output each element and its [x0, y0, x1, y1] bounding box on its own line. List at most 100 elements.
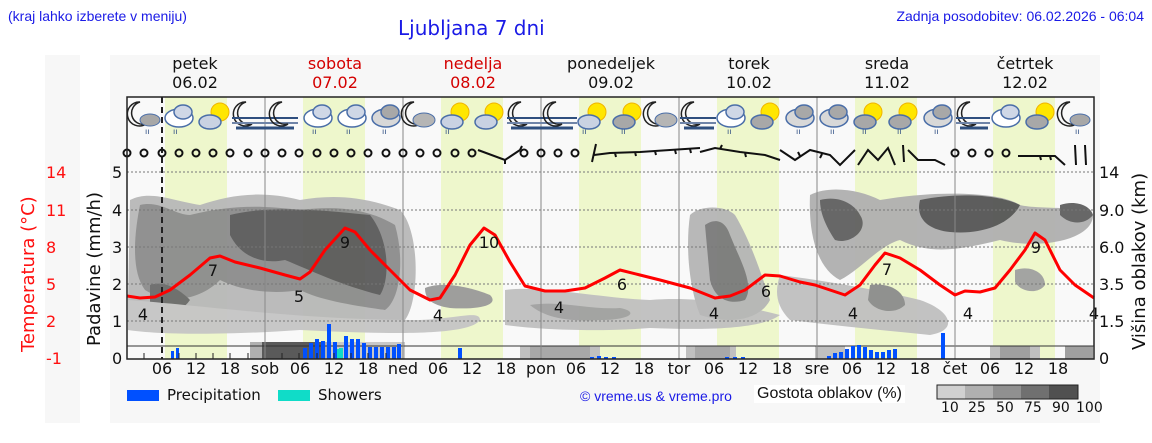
- svg-text:ıı: ıı: [173, 127, 177, 136]
- day-label-1: sobota 07.02: [307, 54, 363, 92]
- x-tick: 18: [633, 359, 655, 378]
- svg-text:ıı: ıı: [934, 127, 938, 136]
- moon-cloud-rain-icon: ıı: [126, 101, 161, 136]
- svg-text:ıı: ıı: [145, 127, 149, 136]
- cloud-rain-icon: ıı: [923, 104, 953, 136]
- cloud-density-colorbar: [936, 384, 1079, 400]
- x-tick: 06: [151, 359, 173, 378]
- svg-text:6: 6: [761, 282, 771, 301]
- x-tick: čet: [942, 359, 968, 378]
- showers-swatch: [278, 390, 310, 401]
- temp-tick: 5: [46, 275, 57, 294]
- temp-tick: 14: [46, 163, 67, 182]
- svg-text:9: 9: [340, 233, 350, 252]
- temperature-axis-panel: [45, 55, 80, 423]
- cloud-height-tick: 1.5: [1099, 312, 1125, 331]
- cloud-height-axis-title: Višina oblakov (km): [1129, 172, 1150, 350]
- temp-tick: 2: [46, 312, 57, 331]
- credit-link[interactable]: © vreme.us & vreme.pro: [580, 388, 732, 404]
- weather-icons: ıı ıı ıı ıı: [126, 101, 1091, 136]
- svg-text:7: 7: [882, 260, 892, 279]
- svg-text:ıı: ıı: [621, 127, 625, 136]
- svg-text:4: 4: [433, 306, 443, 325]
- svg-text:ıı: ıı: [382, 127, 386, 136]
- sun-cloud-icon: [474, 102, 504, 130]
- wind-calm-markers: [122, 148, 1011, 158]
- density-tick: 25: [968, 400, 986, 416]
- day-label-5: sreda 11.02: [864, 54, 910, 92]
- density-tick: 90: [1052, 400, 1070, 416]
- x-tick: 06: [979, 359, 1001, 378]
- day-label-4: torek 10.02: [726, 54, 772, 92]
- svg-text:5: 5: [294, 287, 304, 306]
- x-tick: 06: [703, 359, 725, 378]
- x-tick: 06: [841, 359, 863, 378]
- sun-cloud-rain-icon: ıı: [853, 102, 883, 136]
- precip-tick: 4: [112, 201, 123, 220]
- x-tick: 18: [495, 359, 517, 378]
- sun-cloud-rain-icon: ıı: [577, 102, 607, 136]
- moon-fog-icon: [680, 101, 716, 130]
- moon-fog-icon: [268, 101, 289, 127]
- moon-cloud-rain-icon: ıı: [1056, 101, 1091, 136]
- region-note[interactable]: (kraj lahko izberete v meniju): [8, 8, 187, 24]
- svg-text:4: 4: [554, 298, 564, 317]
- day-label-3: ponedeljek 09.02: [567, 54, 655, 92]
- svg-text:9: 9: [1031, 238, 1041, 257]
- precipitation-swatch: [127, 390, 159, 401]
- x-tick: 12: [875, 359, 897, 378]
- svg-text:ıı: ıı: [830, 127, 834, 136]
- cloud-density-title: Gostota oblakov (%): [754, 385, 905, 403]
- svg-text:ıı: ıı: [862, 127, 866, 136]
- moon-fog-icon: [542, 101, 563, 127]
- wind-barbs: [477, 143, 1087, 167]
- cloud-icon: [991, 104, 1021, 128]
- temp-tick: -1: [46, 349, 62, 368]
- precip-tick: 1: [112, 312, 123, 331]
- x-tick: 18: [771, 359, 793, 378]
- svg-text:10: 10: [479, 233, 499, 252]
- showers-bars: [337, 348, 343, 359]
- day-label-6: četrtek 12.02: [996, 54, 1054, 92]
- x-tick: pon: [525, 359, 557, 378]
- svg-text:ıı: ıı: [445, 127, 449, 136]
- cloud-height-tick: 14: [1099, 163, 1120, 182]
- cloud-rain-icon: ıı: [303, 104, 333, 136]
- page-title: Ljubljana 7 dni: [398, 16, 545, 40]
- day-label-2: nedelja 08.02: [443, 54, 503, 92]
- cloud-rain-icon: ıı: [785, 104, 815, 136]
- cloud-rain-icon: ıı: [337, 104, 367, 136]
- temperature-axis-title: Temperatura (°C): [18, 196, 39, 352]
- gridlines: [127, 171, 1094, 322]
- precip-tick: 0: [112, 349, 123, 368]
- svg-text:4: 4: [709, 304, 719, 323]
- moon-fog-icon: [232, 101, 298, 130]
- svg-text:ıı: ıı: [582, 127, 586, 136]
- svg-text:ıı: ıı: [897, 127, 901, 136]
- cloud-height-tick: 6.0: [1099, 238, 1125, 257]
- showers-legend-label: Showers: [318, 386, 382, 404]
- cloud-rain-icon: ıı: [371, 104, 401, 136]
- x-tick: ned: [387, 359, 419, 378]
- sun-cloud-icon: [198, 102, 230, 130]
- cloud-height-tick: 9.0: [1099, 201, 1125, 220]
- x-tick: sre: [804, 359, 830, 378]
- x-tick: 12: [323, 359, 345, 378]
- precip-axis-title: Padavine (mm/h): [84, 192, 105, 346]
- plot-frame: [126, 96, 1095, 360]
- sun-cloud-rain-icon: ıı: [612, 102, 642, 136]
- svg-text:7: 7: [208, 261, 218, 280]
- temperature-line: [126, 226, 1095, 302]
- density-tick: 50: [996, 400, 1014, 416]
- cloud-height-tick: 0: [1099, 349, 1110, 368]
- svg-text:4: 4: [848, 304, 858, 323]
- x-tick: 06: [289, 359, 311, 378]
- moon-cloud-icon: [642, 101, 678, 128]
- precip-tick: 2: [112, 275, 123, 294]
- svg-text:ıı: ıı: [796, 127, 800, 136]
- moon-fog-icon: [507, 101, 577, 130]
- x-tick: 18: [909, 359, 931, 378]
- x-tick: 12: [185, 359, 207, 378]
- precip-tick: 3: [112, 238, 123, 257]
